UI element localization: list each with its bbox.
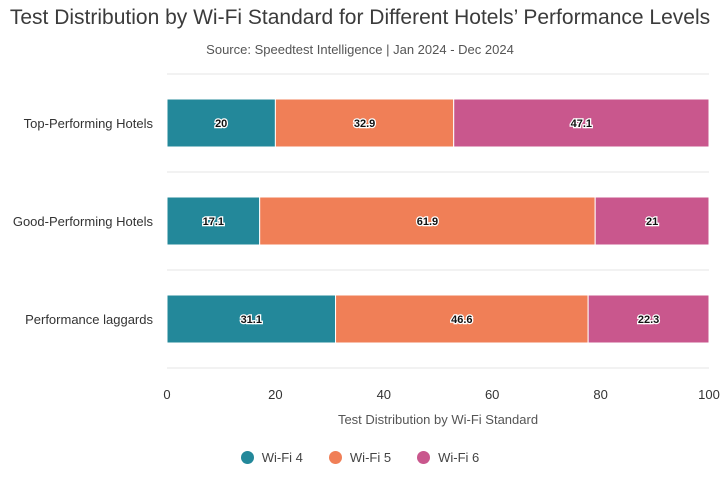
legend-label: Wi-Fi 4 bbox=[261, 450, 303, 465]
legend-swatch bbox=[240, 451, 254, 464]
bar-segment bbox=[259, 196, 596, 246]
chart-legend: Wi-Fi 4 Wi-Fi 5 Wi-Fi 6 bbox=[0, 450, 720, 465]
bar-segment bbox=[587, 294, 710, 344]
legend-label: Wi-Fi 5 bbox=[349, 450, 392, 465]
data-label: 17.1 bbox=[203, 216, 224, 228]
bar-chart: Top-Performing Hotels 20 32.9 47.1 Good-Perf… bbox=[13, 73, 720, 427]
chart-title: Test Distribution by Wi-Fi Standard for … bbox=[9, 6, 711, 29]
bar-segment bbox=[594, 196, 710, 246]
data-label: 32.9 bbox=[354, 118, 375, 130]
bar-segment bbox=[274, 98, 455, 148]
legend-item[interactable]: Wi-Fi 4 bbox=[240, 450, 303, 465]
data-label: 20 bbox=[215, 118, 227, 130]
x-tick-label: 40 bbox=[377, 387, 391, 402]
x-tick-label: 60 bbox=[485, 387, 499, 402]
legend-label: Wi-Fi 6 bbox=[438, 450, 480, 465]
x-tick-label: 100 bbox=[698, 387, 720, 402]
bar-segment bbox=[166, 196, 261, 246]
bar-segment bbox=[166, 98, 276, 148]
x-tick-label: 20 bbox=[268, 387, 282, 402]
legend-item[interactable]: Wi-Fi 6 bbox=[417, 450, 479, 465]
x-axis-title: Test Distribution by Wi-Fi Standard bbox=[338, 412, 538, 427]
data-label: 21 bbox=[646, 216, 658, 228]
data-label: 61.9 bbox=[417, 216, 438, 228]
data-label: 31.1 bbox=[241, 314, 262, 326]
category-label: Top-Performing Hotels bbox=[24, 116, 154, 131]
data-label: 47.1 bbox=[571, 118, 592, 130]
bar-segment bbox=[335, 294, 589, 344]
x-tick-label: 0 bbox=[163, 387, 170, 402]
bar-segment bbox=[453, 98, 710, 148]
data-label: 22.3 bbox=[638, 314, 659, 326]
x-tick-label: 80 bbox=[593, 387, 607, 402]
category-label: Good-Performing Hotels bbox=[13, 214, 154, 229]
data-label: 46.6 bbox=[451, 314, 472, 326]
bar-segment bbox=[166, 294, 337, 344]
legend-swatch bbox=[328, 451, 342, 464]
chart-subtitle: Source: Speedtest Intelligence | Jan 202… bbox=[206, 42, 514, 57]
category-label: Performance laggards bbox=[25, 312, 153, 327]
legend-item[interactable]: Wi-Fi 5 bbox=[328, 450, 392, 465]
legend-swatch bbox=[417, 451, 431, 464]
